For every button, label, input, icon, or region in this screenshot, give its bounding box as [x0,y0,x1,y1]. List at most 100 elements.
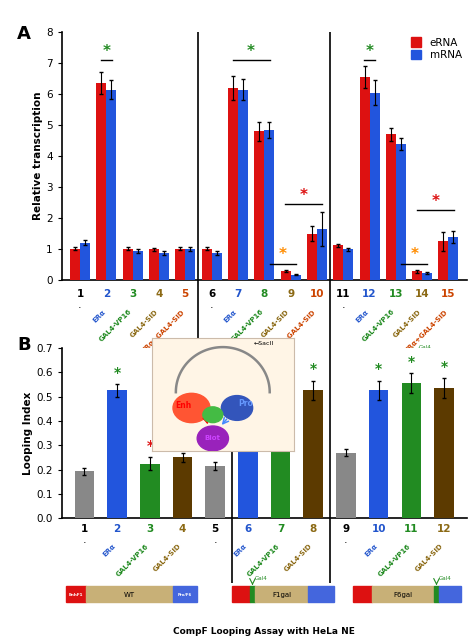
Bar [86,586,173,602]
Text: .: . [341,300,345,310]
Text: ERα: ERα [223,308,238,323]
Bar [159,253,169,280]
Bar [96,83,106,280]
Bar [254,131,264,280]
Bar [349,356,414,373]
Text: 11: 11 [404,524,419,534]
Bar [185,249,195,280]
Text: *: * [146,439,154,453]
Bar [106,90,116,280]
Text: 14: 14 [415,289,429,299]
Bar [307,234,317,280]
Text: *: * [114,366,121,380]
Text: WT: WT [124,591,135,598]
Text: 5: 5 [182,289,189,299]
Bar [82,356,152,373]
Bar [75,471,94,518]
Bar [173,586,197,602]
Text: GAL4-SID: GAL4-SID [129,308,159,339]
Text: ERα+GAL4-SID: ERα+GAL4-SID [272,308,317,354]
Bar [372,586,435,602]
Text: B: B [17,336,31,354]
Circle shape [203,407,223,422]
Bar [66,586,86,602]
Text: 12: 12 [437,524,451,534]
Bar [225,356,230,373]
Text: .: . [344,535,348,545]
Bar [369,390,389,518]
Bar [435,586,438,602]
Text: 3: 3 [146,524,154,534]
Text: GAL4-VP16: GAL4-VP16 [246,543,281,578]
Text: 11: 11 [336,289,350,299]
Bar [336,453,356,518]
Bar [308,586,334,602]
Bar [238,390,258,518]
Text: GAL4-SID: GAL4-SID [153,543,182,573]
Bar [250,586,255,602]
Bar [422,273,432,280]
Bar [80,243,90,280]
Bar [370,93,380,280]
Bar [205,466,225,518]
Text: GAL4-VP16: GAL4-VP16 [98,308,133,343]
Bar [108,390,127,518]
Bar [359,77,370,280]
Text: 4: 4 [179,524,186,534]
Bar [333,245,343,280]
Bar [228,88,238,280]
Bar [201,249,211,280]
Text: GAL4-SID: GAL4-SID [260,308,291,339]
Text: 9: 9 [287,289,294,299]
Text: .: . [82,535,86,545]
Bar [386,135,396,280]
Bar [123,249,133,280]
Text: *: * [245,363,252,376]
Bar [210,356,225,373]
Bar [303,390,323,518]
Bar [133,251,143,280]
Text: .: . [78,300,82,310]
Text: Gal4: Gal4 [230,345,243,350]
Text: 6: 6 [208,289,215,299]
Text: Pro/F6: Pro/F6 [178,592,192,596]
Text: ERα: ERα [355,308,370,323]
Circle shape [173,393,210,422]
Bar [354,586,372,602]
Text: GAL4-VP16: GAL4-VP16 [377,543,411,578]
Text: 7: 7 [234,289,242,299]
Bar [278,356,301,373]
Bar [332,356,349,373]
Text: GAL4-VP16: GAL4-VP16 [115,543,150,578]
Bar [418,356,438,373]
Text: EnhF1: EnhF1 [67,363,82,366]
Text: ERα: ERα [102,543,117,558]
Legend: eRNA, mRNA: eRNA, mRNA [411,37,462,60]
Text: GAL4-VP16: GAL4-VP16 [229,308,264,343]
Text: *: * [375,363,382,376]
Text: *: * [365,44,374,59]
Text: *: * [102,44,110,59]
Text: F1gal: F1gal [245,361,264,368]
Text: ERα+GAL4-SID: ERα+GAL4-SID [403,308,448,354]
Bar [434,388,454,518]
Text: 8: 8 [310,524,317,534]
Bar [401,383,421,518]
Text: 1: 1 [81,524,88,534]
Bar [255,586,308,602]
Bar [152,356,171,373]
Text: GAL4-SID: GAL4-SID [392,308,422,339]
Text: 13: 13 [389,289,403,299]
Bar [396,144,406,280]
Text: Gal4: Gal4 [438,576,451,581]
Text: *: * [408,355,415,369]
Bar [291,274,301,280]
Text: 10: 10 [372,524,386,534]
Bar [175,249,185,280]
Text: 2: 2 [114,524,121,534]
Text: CompF Looping Assay with HeLa NE: CompF Looping Assay with HeLa NE [173,627,355,636]
Bar [230,356,278,373]
Text: Enh: Enh [175,401,191,410]
Text: *: * [440,360,447,374]
Text: GAL4-VP16: GAL4-VP16 [361,308,396,343]
